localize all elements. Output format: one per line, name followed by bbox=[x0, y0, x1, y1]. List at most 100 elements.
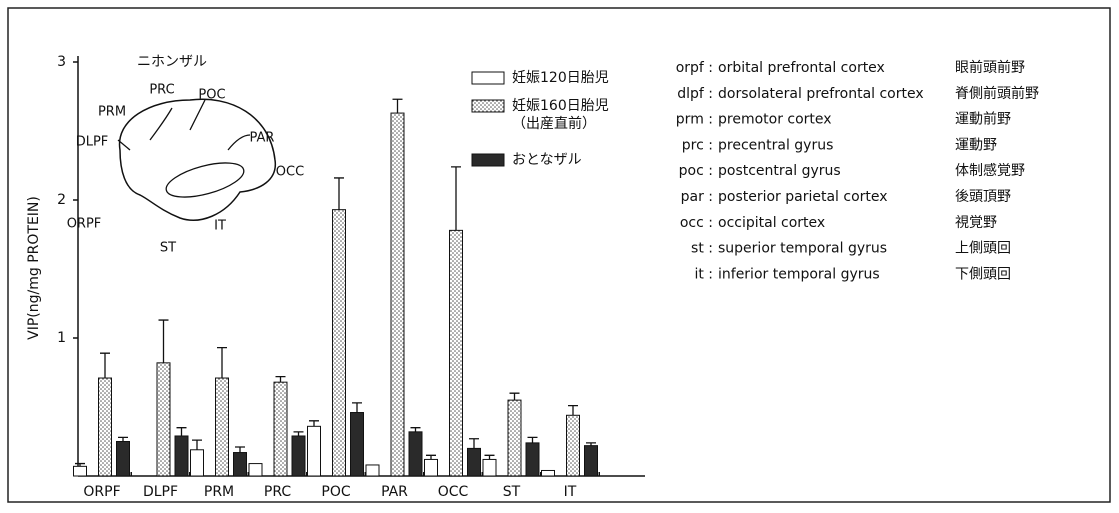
bar bbox=[99, 378, 112, 476]
error-bar bbox=[510, 393, 520, 400]
error-bar bbox=[334, 178, 344, 210]
error-bar bbox=[177, 428, 187, 436]
glossary-term: superior temporal gyrus bbox=[718, 241, 887, 257]
bar bbox=[74, 466, 87, 476]
legend-label: おとなザル bbox=[512, 152, 582, 168]
bar bbox=[191, 450, 204, 476]
y-tick-label: 2 bbox=[57, 192, 66, 208]
glossary-ja: 下側頭回 bbox=[955, 266, 1011, 282]
legend-swatch bbox=[472, 100, 504, 112]
glossary-abbr: prc : bbox=[682, 137, 713, 153]
y-axis-label: VIP(ng/mg PROTEIN) bbox=[26, 196, 42, 340]
bar bbox=[450, 230, 463, 476]
glossary-ja: 脊側前頭前野 bbox=[955, 85, 1039, 102]
error-bar bbox=[217, 348, 227, 378]
glossary-term: postcentral gyrus bbox=[718, 163, 841, 179]
bar bbox=[409, 432, 422, 476]
error-bar bbox=[568, 406, 578, 416]
diagram-label: OCC bbox=[276, 165, 304, 180]
diagram-label: PRM bbox=[98, 105, 126, 120]
error-bar bbox=[192, 440, 202, 450]
x-tick-label: PAR bbox=[381, 484, 408, 500]
bar bbox=[175, 436, 188, 476]
error-bar bbox=[294, 432, 304, 436]
bar bbox=[274, 382, 287, 476]
y-tick-label: 3 bbox=[57, 54, 66, 70]
error-bar bbox=[100, 353, 110, 378]
legend-label: 妊娠120日胎児 bbox=[512, 70, 609, 86]
glossary-abbr: orpf : bbox=[676, 60, 713, 76]
error-bar bbox=[469, 439, 479, 449]
bar bbox=[234, 453, 247, 476]
glossary-ja: 運動前野 bbox=[955, 111, 1011, 128]
glossary-abbr: dlpf : bbox=[677, 86, 713, 102]
glossary-abbr: par : bbox=[681, 189, 713, 205]
brain-outline bbox=[120, 99, 276, 220]
diagram-label: DLPF bbox=[76, 135, 109, 150]
error-bar bbox=[411, 428, 421, 432]
legend-label: 妊娠160日胎児（出産直前） bbox=[512, 98, 609, 132]
glossary-ja: 後頭頂野 bbox=[955, 189, 1011, 205]
error-bar bbox=[393, 99, 403, 113]
glossary-term: precentral gyrus bbox=[718, 137, 833, 153]
bar bbox=[542, 470, 555, 476]
bar bbox=[526, 443, 539, 476]
error-bar bbox=[426, 455, 436, 459]
glossary-ja: 視覚野 bbox=[955, 215, 997, 231]
error-bar bbox=[309, 421, 319, 427]
x-tick-label: IT bbox=[564, 484, 577, 500]
bar bbox=[117, 442, 130, 477]
glossary-abbr: occ : bbox=[680, 215, 713, 231]
bar bbox=[292, 436, 305, 476]
error-bar bbox=[276, 377, 286, 383]
bar bbox=[216, 378, 229, 476]
x-tick-label: POC bbox=[321, 484, 350, 500]
error-bar bbox=[159, 320, 169, 363]
glossary-abbr: prm : bbox=[676, 112, 713, 128]
chart: VIP(ng/mg PROTEIN) ニホンザル PRM PRC POC PAR DLP… bbox=[0, 0, 1119, 513]
error-bar bbox=[451, 167, 461, 230]
brain-sulcus bbox=[163, 156, 248, 204]
bar bbox=[391, 113, 404, 476]
diagram-label: ORPF bbox=[67, 217, 102, 232]
legend-swatch bbox=[472, 72, 504, 84]
bar bbox=[366, 465, 379, 476]
bar bbox=[567, 415, 580, 476]
error-bar bbox=[118, 437, 128, 441]
glossary-abbr: st : bbox=[691, 241, 713, 257]
diagram-label: PRC bbox=[149, 83, 174, 98]
error-bar bbox=[352, 403, 362, 413]
x-tick-label: PRC bbox=[264, 484, 291, 500]
bar bbox=[483, 459, 496, 476]
legend-swatch bbox=[472, 154, 504, 166]
bar bbox=[585, 446, 598, 476]
bar bbox=[425, 459, 438, 476]
diagram-label: ST bbox=[160, 241, 176, 256]
bar bbox=[249, 464, 262, 476]
bar bbox=[308, 426, 321, 476]
error-bar bbox=[528, 437, 538, 443]
bar bbox=[468, 448, 481, 476]
y-tick-label: 1 bbox=[57, 330, 66, 346]
bar bbox=[508, 400, 521, 476]
diagram-title: ニホンザル bbox=[137, 54, 207, 70]
x-tick-label: ORPF bbox=[83, 484, 120, 500]
glossary-abbr: poc : bbox=[679, 163, 713, 179]
glossary-ja: 体制感覚野 bbox=[955, 162, 1025, 179]
x-tick-label: OCC bbox=[438, 484, 469, 500]
glossary-term: dorsolateral prefrontal cortex bbox=[718, 86, 924, 102]
glossary-ja: 上側頭回 bbox=[955, 241, 1011, 257]
error-bar bbox=[485, 455, 495, 459]
brain-sulci bbox=[118, 100, 250, 150]
glossary-term: inferior temporal gyrus bbox=[718, 266, 880, 282]
glossary-term: premotor cortex bbox=[718, 112, 832, 128]
glossary-abbr: it : bbox=[694, 266, 713, 282]
diagram-label: PAR bbox=[250, 131, 275, 146]
glossary-term: occipital cortex bbox=[718, 215, 825, 231]
glossary-term: posterior parietal cortex bbox=[718, 189, 888, 205]
bar bbox=[157, 363, 170, 476]
glossary-term: orbital prefrontal cortex bbox=[718, 60, 885, 76]
x-tick-label: ST bbox=[503, 484, 521, 500]
error-bar bbox=[235, 447, 245, 453]
x-tick-label: PRM bbox=[204, 484, 234, 500]
